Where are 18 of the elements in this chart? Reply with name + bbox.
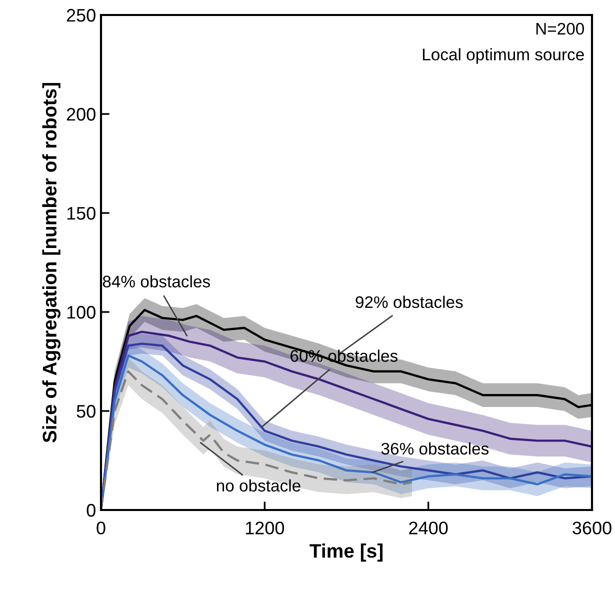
annotation: Local optimum source <box>422 48 584 64</box>
x-tick-label: 2400 <box>409 522 448 534</box>
y-tick-label: 200 <box>66 108 96 121</box>
x-axis-title: Time [s] <box>310 544 383 562</box>
y-tick-label: 50 <box>76 404 96 418</box>
x-tick-label: 1200 <box>246 522 284 534</box>
y-tick-label: 150 <box>67 206 96 220</box>
y-tick-label: 0 <box>86 504 96 517</box>
y-tick-label: 100 <box>67 306 96 319</box>
annotation: 92% obstacles <box>356 296 463 308</box>
annotation: 84% obstacles <box>102 275 210 288</box>
annotation: N=200 <box>536 22 584 35</box>
x-tick-label: 3600 <box>572 522 612 534</box>
x-tick-label: 0 <box>96 522 106 534</box>
y-tick-label: 250 <box>66 8 96 22</box>
annotation: 36% obstacles <box>381 442 489 455</box>
annotation: no obstacle <box>216 479 300 492</box>
y-axis-title: Size of Aggregation [number of robots] <box>42 83 60 442</box>
